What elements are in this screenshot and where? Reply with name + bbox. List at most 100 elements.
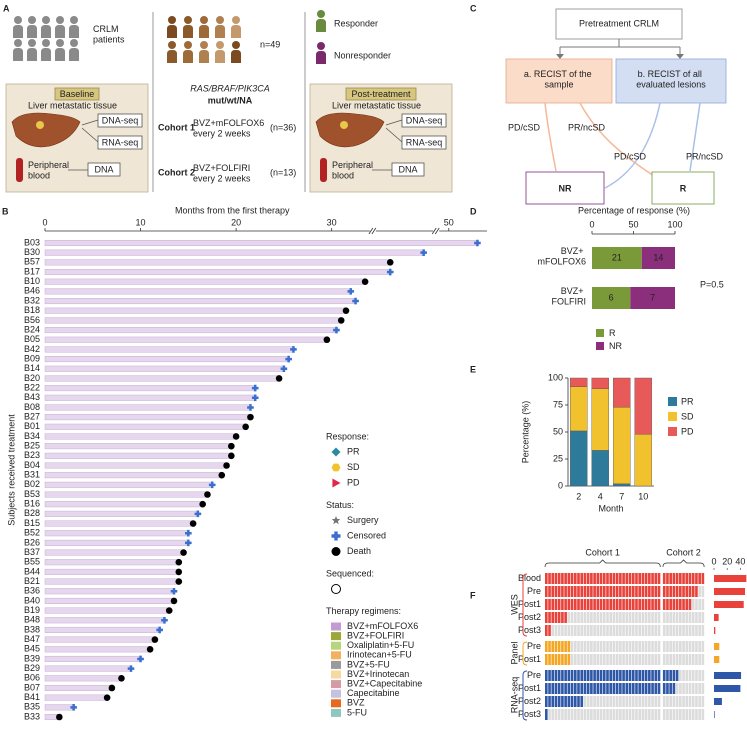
heatmap-cell — [599, 709, 603, 720]
panel-label: E — [470, 364, 476, 374]
heatmap-cell — [628, 696, 632, 707]
star-marker — [331, 516, 341, 525]
survival-bar — [44, 307, 347, 314]
axis-title: Month — [598, 503, 623, 513]
heatmap-cell — [669, 612, 672, 623]
text-line: b. RECIST of all — [638, 69, 705, 79]
heatmap-cell — [701, 641, 705, 652]
legend-swatch — [668, 412, 677, 421]
heatmap-cell — [612, 641, 616, 652]
heatmap-cell — [619, 586, 622, 597]
heatmap-cell — [561, 625, 564, 636]
person-icon — [70, 16, 78, 24]
bar-segment — [592, 247, 642, 269]
legend-swatch — [331, 699, 341, 708]
heatmap-cell — [545, 670, 548, 681]
y-tick-label: 25 — [553, 453, 563, 463]
heatmap-cell — [641, 599, 645, 610]
heatmap-cell — [635, 599, 638, 610]
heatmap-cell — [612, 709, 616, 720]
legend-swatch — [668, 397, 677, 406]
heatmap-cell — [631, 612, 635, 623]
axis-title: Percentage (%) — [520, 401, 530, 464]
person-icon — [232, 16, 240, 24]
heatmap-cell — [651, 641, 654, 652]
survival-bar — [44, 375, 280, 382]
subject-label: B48 — [24, 615, 40, 625]
hexagon-marker — [331, 463, 341, 472]
heatmap-cell — [654, 696, 658, 707]
label: Cohort 1 — [158, 122, 195, 132]
heatmap-cell — [606, 670, 609, 681]
heatmap-cell — [619, 612, 622, 623]
legend-swatch — [596, 342, 604, 350]
heatmap-cell — [564, 586, 567, 597]
heatmap-cell — [564, 612, 567, 623]
heatmap-cell — [570, 586, 574, 597]
heatmap-cell — [606, 683, 609, 694]
heatmap-cell — [548, 670, 551, 681]
death-marker — [342, 307, 350, 315]
heatmap-cell — [583, 573, 587, 584]
heatmap-cell — [666, 573, 669, 584]
heatmap-cell — [615, 612, 619, 623]
subject-label: B24 — [24, 324, 40, 334]
subject-label: B37 — [24, 547, 40, 557]
heatmap-cell — [573, 586, 577, 597]
panel-label: F — [470, 590, 476, 600]
heatmap-cell — [628, 573, 632, 584]
heatmap-cell — [657, 709, 661, 720]
label: PR/ncSD — [568, 122, 606, 132]
x-tick-label: 10 — [638, 491, 648, 501]
heatmap-cell — [580, 599, 584, 610]
heatmap-cell — [698, 641, 701, 652]
legend-swatch — [331, 689, 341, 698]
survival-bar — [44, 472, 222, 479]
text-line: blood — [28, 171, 50, 181]
heatmap-cell — [548, 586, 551, 597]
plus-marker — [185, 529, 192, 537]
survival-bar — [44, 607, 170, 614]
heatmap-cell — [688, 670, 692, 681]
heatmap-cell — [612, 696, 616, 707]
heatmap-cell — [688, 709, 692, 720]
heatmap-cell — [675, 696, 679, 707]
person-icon — [56, 16, 64, 24]
text-line: FOLFIRI — [551, 297, 586, 307]
death-marker — [170, 597, 178, 605]
text-line: mFOLFOX6 — [537, 257, 586, 267]
heatmap-cell — [695, 573, 698, 584]
group-bracket — [522, 641, 528, 666]
label: DNA — [94, 164, 113, 174]
heatmap-cell — [580, 709, 584, 720]
heatmap-cell — [561, 709, 564, 720]
heatmap-cell — [644, 599, 648, 610]
survival-bar — [44, 491, 208, 498]
box — [555, 8, 683, 40]
heatmap-cell — [564, 709, 567, 720]
heatmap-cell — [654, 709, 658, 720]
heatmap-cell — [622, 709, 625, 720]
x-tick-label: 2 — [576, 491, 581, 501]
bar-segment — [613, 406, 631, 485]
person-icon — [27, 25, 37, 38]
heatmap-cell — [691, 670, 695, 681]
heatmap-cell — [631, 573, 635, 584]
bar-segment — [634, 433, 652, 487]
heatmap-cell — [701, 670, 705, 681]
bar-segment — [630, 287, 675, 309]
heatmap-cell — [698, 654, 701, 665]
heatmap-cell — [691, 654, 695, 665]
heatmap-cell — [638, 586, 641, 597]
heatmap-cell — [554, 709, 558, 720]
x-tick-label: 7 — [619, 491, 624, 501]
survival-bar — [44, 530, 189, 537]
subject-label: B32 — [24, 295, 40, 305]
heatmap-cell — [551, 612, 555, 623]
heatmap-cell — [669, 641, 672, 652]
x-tick-label: 10 — [136, 217, 146, 227]
legend-label: Capecitabine — [347, 688, 400, 698]
heatmap-cell — [685, 641, 689, 652]
heatmap-cell — [573, 683, 577, 694]
death-marker — [223, 462, 230, 469]
